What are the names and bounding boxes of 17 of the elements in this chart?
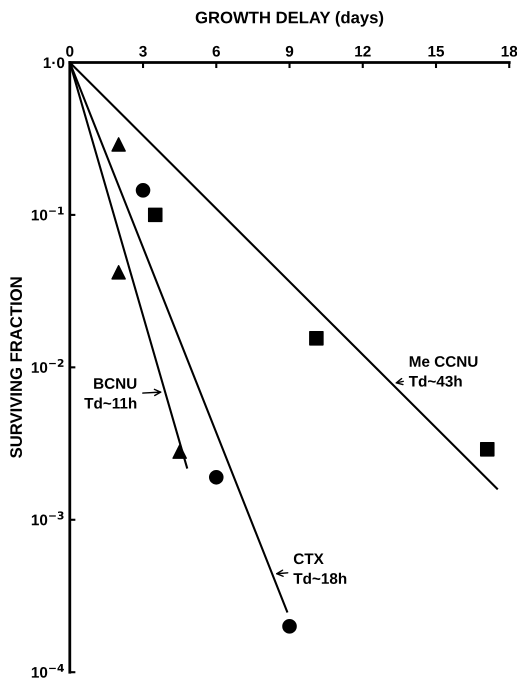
x-tick-label: 0: [66, 46, 74, 57]
y-tick-label: 10$^{−2}$: [32, 358, 64, 373]
x-tick-label: 6: [212, 46, 220, 57]
x-tick-label: 12: [355, 46, 371, 57]
annotation: Me CCNU Td~43h: [408, 356, 478, 387]
x-tick-label: 15: [428, 46, 444, 57]
x-tick-label: 18: [502, 46, 517, 57]
y-tick-label: 10$^{−1}$: [32, 206, 64, 220]
x-axis-title: GROWTH DELAY (days): [196, 11, 384, 27]
y-tick-label: 10$^{−3}$: [32, 511, 64, 526]
annotation: BCNU Td~11h: [84, 378, 136, 409]
annotation: CTX Td~18h: [293, 553, 346, 584]
y-tick-label: 1·0: [44, 57, 64, 68]
y-tick-label: 10$^{−4}$: [32, 664, 64, 678]
x-tick-label: 3: [139, 46, 147, 57]
x-tick-label: 9: [286, 46, 294, 57]
y-axis-title: SURVIVING FRACTION: [10, 277, 22, 458]
